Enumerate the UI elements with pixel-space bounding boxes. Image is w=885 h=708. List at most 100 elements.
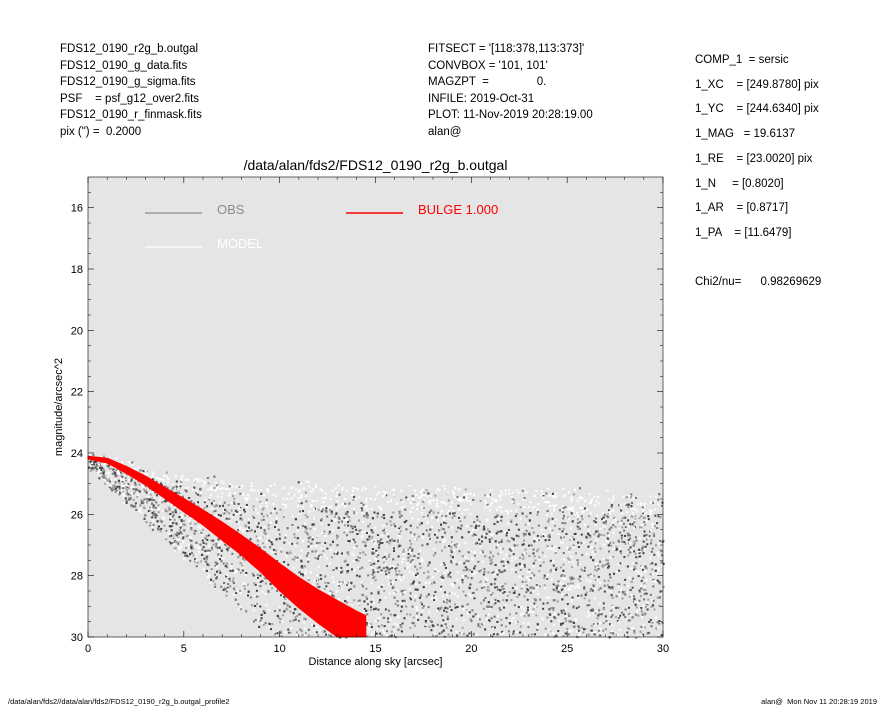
obs-point [389, 618, 392, 621]
obs-point [564, 615, 567, 618]
obs-point [537, 593, 539, 596]
obs-point [421, 559, 424, 562]
obs-point [174, 533, 177, 536]
obs-point [515, 509, 518, 512]
obs-point [491, 635, 494, 638]
obs-point [162, 510, 165, 513]
obs-point [231, 515, 234, 518]
obs-point [222, 588, 225, 591]
obs-point [514, 557, 517, 560]
obs-point [640, 526, 643, 529]
obs-point [190, 540, 193, 542]
obs-point [159, 497, 162, 500]
obs-point [508, 554, 511, 557]
obs-point [536, 508, 539, 511]
obs-point [466, 525, 468, 528]
obs-point [478, 570, 481, 573]
obs-point [446, 607, 449, 610]
obs-point [165, 475, 168, 478]
obs-point [363, 486, 366, 489]
obs-point [245, 504, 248, 506]
obs-point [276, 633, 279, 636]
obs-point [224, 565, 227, 567]
obs-point [579, 579, 582, 582]
obs-point [569, 588, 572, 591]
obs-point [365, 515, 368, 518]
obs-point [633, 629, 636, 632]
obs-point [260, 492, 263, 495]
obs-point [389, 499, 392, 502]
obs-point [422, 605, 425, 607]
obs-point [461, 581, 464, 584]
obs-point [447, 499, 450, 502]
obs-point [377, 590, 380, 593]
obs-point [397, 540, 399, 543]
obs-point [429, 499, 432, 502]
obs-point [317, 508, 320, 511]
obs-point [558, 619, 561, 622]
obs-point [455, 543, 458, 546]
obs-point [409, 555, 412, 558]
obs-point [171, 522, 174, 524]
obs-point [169, 518, 172, 521]
obs-point [365, 505, 368, 508]
obs-point [505, 554, 508, 557]
obs-point [518, 575, 521, 578]
obs-point [305, 527, 308, 530]
obs-point [307, 552, 310, 555]
obs-point [515, 564, 518, 567]
obs-point [370, 582, 373, 585]
obs-point [517, 606, 520, 609]
obs-point [563, 558, 566, 561]
obs-point [531, 527, 534, 529]
obs-point [436, 634, 438, 637]
obs-point [134, 481, 136, 484]
obs-point [322, 501, 325, 504]
obs-point [571, 576, 574, 579]
obs-point [218, 505, 221, 508]
obs-point [542, 602, 545, 605]
obs-point [608, 573, 611, 576]
obs-point [151, 474, 154, 477]
header-mid-line: FITSECT = '[118:378,113:373]' [428, 43, 585, 55]
obs-point [530, 575, 533, 578]
obs-point [632, 544, 635, 547]
obs-point [486, 617, 489, 620]
obs-point [313, 579, 316, 582]
obs-point [399, 525, 402, 528]
obs-point [96, 467, 99, 470]
obs-point [390, 524, 393, 527]
obs-point [221, 492, 224, 495]
obs-point [619, 562, 622, 565]
obs-point [140, 502, 143, 505]
obs-point [641, 610, 643, 613]
obs-point [215, 545, 218, 548]
obs-point [387, 567, 390, 569]
obs-point [464, 556, 467, 559]
obs-point [315, 545, 318, 547]
obs-point [594, 568, 597, 571]
obs-point [239, 554, 242, 557]
obs-point [190, 516, 192, 519]
obs-point [641, 616, 643, 619]
obs-point [336, 551, 339, 554]
obs-point [496, 508, 499, 511]
obs-point [232, 495, 234, 498]
obs-point [321, 497, 324, 499]
obs-point [627, 548, 630, 551]
obs-point [281, 620, 284, 623]
obs-point [640, 607, 643, 609]
obs-point [131, 486, 134, 489]
obs-point [125, 479, 128, 482]
obs-point [336, 552, 339, 555]
obs-point [533, 602, 536, 605]
obs-point [628, 606, 630, 609]
obs-point [496, 530, 499, 533]
obs-point [376, 534, 379, 536]
obs-point [231, 485, 234, 488]
obs-point [563, 514, 565, 517]
obs-point [362, 541, 365, 543]
obs-point [88, 460, 91, 463]
obs-point [208, 549, 211, 552]
obs-point [393, 596, 396, 599]
